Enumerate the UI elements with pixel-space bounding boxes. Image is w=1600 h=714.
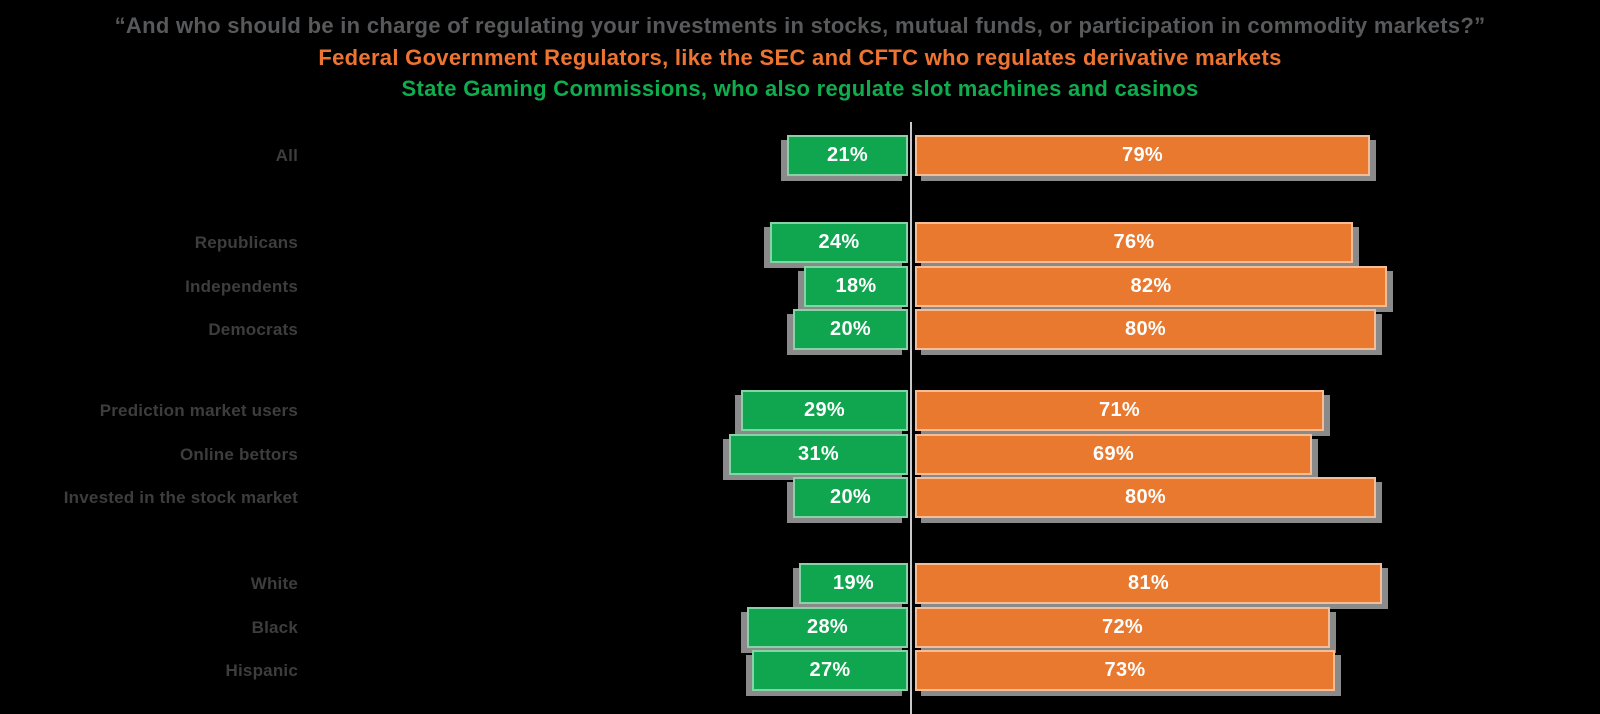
category-label: Hispanic (225, 660, 298, 680)
category-label: Democrats (208, 319, 298, 339)
orange-value-label: 71% (1099, 399, 1140, 421)
category-label: Black (251, 617, 298, 637)
green-value-label: 20% (830, 318, 871, 340)
federal-regulators-bar: 73% (915, 650, 1335, 691)
axis-divider-line (910, 122, 912, 714)
green-value-label: 21% (827, 144, 868, 166)
federal-regulators-bar: 80% (915, 309, 1376, 350)
category-label: Republicans (194, 232, 298, 252)
state-gaming-bar: 31% (729, 434, 908, 475)
orange-value-label: 82% (1130, 275, 1172, 297)
chart-question: “And who should be in charge of regulati… (114, 13, 1486, 38)
orange-value-label: 72% (1102, 616, 1143, 638)
bar-row: Prediction market users 29% 71% (0, 390, 1600, 431)
bar-row: Invested in the stock market 20% 80% (0, 477, 1600, 518)
orange-value-label: 79% (1122, 144, 1163, 166)
state-gaming-bar: 19% (799, 563, 908, 604)
bar-row: Democrats 20% 80% (0, 309, 1600, 350)
orange-value-label: 80% (1125, 318, 1166, 340)
state-gaming-bar: 28% (747, 607, 908, 648)
orange-value-label: 73% (1104, 659, 1146, 681)
state-gaming-bar: 24% (770, 222, 908, 263)
bar-row: Independents 18% 82% (0, 266, 1600, 307)
chart-header: “And who should be in charge of regulati… (0, 10, 1600, 104)
category-label: Invested in the stock market (63, 487, 298, 507)
green-value-label: 20% (830, 486, 871, 508)
category-label: All (275, 145, 298, 165)
green-value-label: 27% (809, 659, 851, 681)
orange-value-label: 81% (1128, 572, 1169, 594)
bar-row: Hispanic 27% 73% (0, 650, 1600, 691)
state-gaming-bar: 20% (793, 477, 908, 518)
orange-value-label: 80% (1125, 486, 1166, 508)
bar-row: Republicans 24% 76% (0, 222, 1600, 263)
federal-regulators-bar: 76% (915, 222, 1353, 263)
category-label: Online bettors (179, 444, 298, 464)
green-value-label: 29% (804, 399, 845, 421)
category-label: White (250, 573, 298, 593)
green-value-label: 28% (807, 616, 848, 638)
federal-regulators-bar: 80% (915, 477, 1376, 518)
bar-row: Online bettors 31% 69% (0, 434, 1600, 475)
federal-regulators-bar: 72% (915, 607, 1330, 648)
green-value-label: 19% (833, 572, 874, 594)
state-gaming-bar: 20% (793, 309, 908, 350)
category-label: Independents (185, 276, 298, 296)
state-gaming-bar: 21% (787, 135, 908, 176)
state-gaming-bar: 18% (804, 266, 908, 307)
state-gaming-bar: 27% (752, 650, 908, 691)
green-value-label: 24% (818, 231, 860, 253)
orange-value-label: 69% (1093, 443, 1134, 465)
bar-row: All 21% 79% (0, 135, 1600, 176)
green-value-label: 31% (798, 443, 839, 465)
federal-regulators-bar: 82% (915, 266, 1387, 307)
federal-regulators-bar: 79% (915, 135, 1370, 176)
federal-regulators-bar: 71% (915, 390, 1324, 431)
green-value-label: 18% (835, 275, 877, 297)
orange-value-label: 76% (1113, 231, 1155, 253)
answer-option-state-gaming: State Gaming Commissions, who also regul… (401, 76, 1199, 101)
federal-regulators-bar: 81% (915, 563, 1382, 604)
answer-option-federal-regulators: Federal Government Regulators, like the … (318, 45, 1282, 70)
federal-regulators-bar: 69% (915, 434, 1312, 475)
bar-row: Black 28% 72% (0, 607, 1600, 648)
category-label: Prediction market users (99, 400, 298, 420)
bar-row: White 19% 81% (0, 563, 1600, 604)
state-gaming-bar: 29% (741, 390, 908, 431)
